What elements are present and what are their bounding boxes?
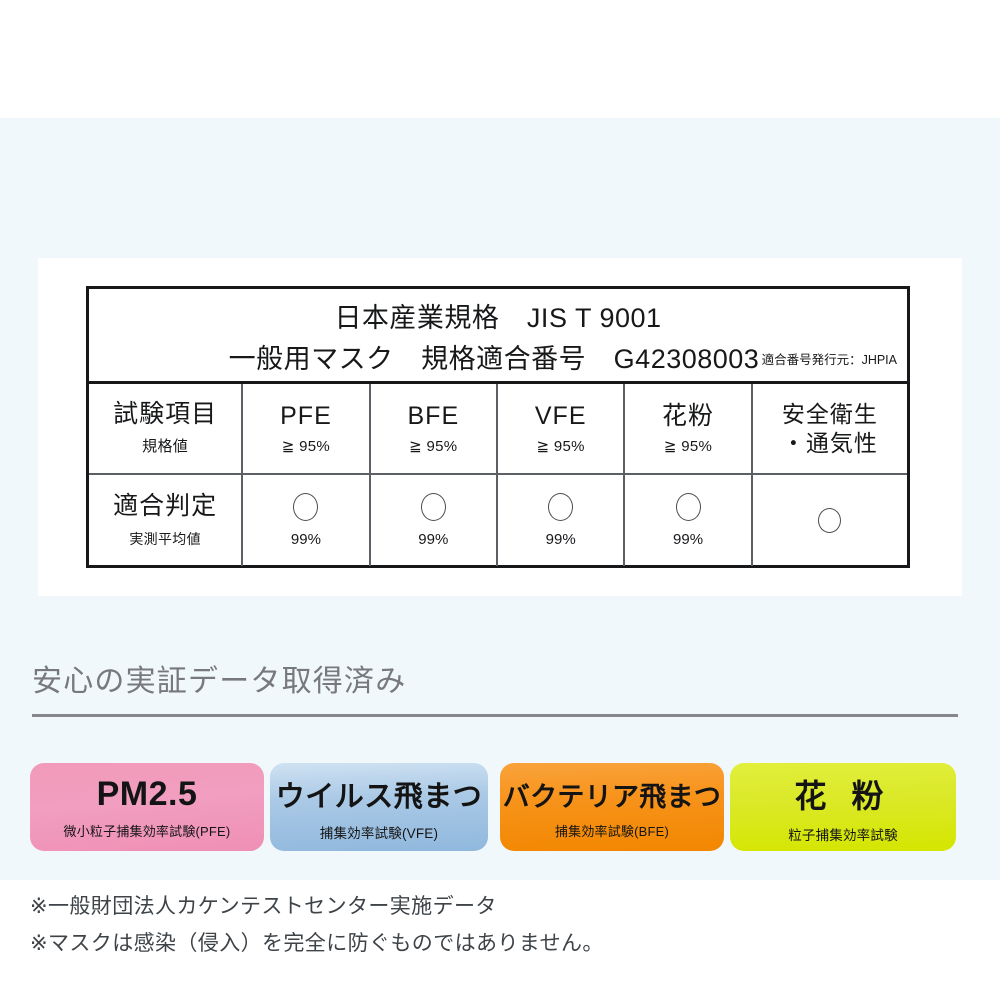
jis-conformity-number: 一般用マスク 規格適合番号 G42308003 <box>228 344 760 374</box>
table-cell-header-safety: 安全衛生 ・通気性 <box>753 384 907 473</box>
header-vfe-name: VFE <box>534 401 587 430</box>
header-bfe-spec: ≧ 95% <box>409 437 458 455</box>
result-bfe-value: 99% <box>418 531 449 548</box>
badge-virus-droplet: ウイルス飛まつ 捕集効率試験(VFE) <box>270 763 488 851</box>
table-cell-result-pfe: 99% <box>243 475 371 566</box>
jis-issuer-note: 適合番号発行元：JHPIA <box>761 353 897 367</box>
jis-standard-name: 日本産業規格 JIS T 9001 <box>334 303 662 333</box>
header-vfe-spec: ≧ 95% <box>536 437 585 455</box>
pass-circle-icon <box>420 493 446 521</box>
jis-table-title-row: 日本産業規格 JIS T 9001 一般用マスク 規格適合番号 G4230800… <box>89 289 907 384</box>
badge-vfe-subtitle: 捕集効率試験(VFE) <box>319 825 439 841</box>
header-pollen-name: 花粉 <box>662 401 715 430</box>
footnote-line-2: ※マスクは感染（侵入）を完全に防ぐものではありません。 <box>30 932 604 956</box>
judgement-subtitle: 実測平均値 <box>129 530 201 547</box>
table-cell-result-bfe: 99% <box>371 475 498 566</box>
badge-bfe-title: バクテリア飛まつ <box>502 781 722 812</box>
jis-certification-card: 日本産業規格 JIS T 9001 一般用マスク 規格適合番号 G4230800… <box>38 258 962 596</box>
badge-bfe-subtitle: 捕集効率試験(BFE) <box>554 823 670 839</box>
header-safety-line1: 安全衛生 <box>781 401 878 428</box>
judgement-title: 適合判定 <box>113 491 218 520</box>
pass-circle-icon <box>675 493 701 521</box>
pass-circle-icon <box>818 508 842 533</box>
table-cell-header-bfe: BFE ≧ 95% <box>371 384 498 473</box>
table-cell-result-pollen: 99% <box>625 475 753 566</box>
badge-pm25-title: PM2.5 <box>96 774 198 813</box>
content-panel: 日本産業規格 JIS T 9001 一般用マスク 規格適合番号 G4230800… <box>0 118 1000 955</box>
result-pollen-value: 99% <box>673 531 704 548</box>
table-row-result: 適合判定 実測平均値 99% 99% 99% <box>89 475 907 566</box>
table-cell-result-safety <box>753 475 907 566</box>
badge-bacteria-droplet: バクテリア飛まつ 捕集効率試験(BFE) <box>500 763 724 851</box>
test-item-title: 試験項目 <box>113 400 218 428</box>
table-cell-test-item-label: 試験項目 規格値 <box>89 384 244 473</box>
pass-circle-icon <box>548 493 574 521</box>
header-safety-line2: ・通気性 <box>781 429 878 456</box>
table-cell-header-vfe: VFE ≧ 95% <box>498 384 626 473</box>
header-pollen-spec: ≧ 95% <box>663 437 713 455</box>
result-vfe-value: 99% <box>545 531 576 548</box>
badge-pollen-title: 花 粉 <box>794 777 892 814</box>
footnote-line-1: ※一般財団法人カケンテストセンター実施データ <box>30 895 497 918</box>
header-bfe-name: BFE <box>407 401 460 430</box>
badge-pollen-subtitle: 粒子捕集効率試験 <box>788 827 898 843</box>
test-item-subtitle: 規格値 <box>142 438 189 455</box>
test-badge-row: PM2.5 微小粒子捕集効率試験(PFE) ウイルス飛まつ 捕集効率試験(VFE… <box>30 763 960 851</box>
jis-certification-table: 日本産業規格 JIS T 9001 一般用マスク 規格適合番号 G4230800… <box>86 286 910 568</box>
result-pfe-value: 99% <box>290 531 321 548</box>
pass-circle-icon <box>293 493 319 521</box>
table-cell-result-vfe: 99% <box>498 475 626 566</box>
heading-divider <box>32 714 958 717</box>
table-cell-header-pfe: PFE ≧ 95% <box>243 384 371 473</box>
header-pfe-spec: ≧ 95% <box>281 437 331 455</box>
badge-pm25-subtitle: 微小粒子捕集効率試験(PFE) <box>63 823 231 839</box>
table-cell-header-pollen: 花粉 ≧ 95% <box>625 384 753 473</box>
table-cell-judgement-label: 適合判定 実測平均値 <box>89 475 244 566</box>
footnote-block: ※一般財団法人カケンテストセンター実施データ ※マスクは感染（侵入）を完全に防ぐ… <box>30 888 604 963</box>
section-heading: 安心の実証データ取得済み <box>32 665 407 698</box>
badge-pm25: PM2.5 微小粒子捕集効率試験(PFE) <box>30 763 264 851</box>
badge-pollen: 花 粉 粒子捕集効率試験 <box>730 763 956 851</box>
badge-vfe-title: ウイルス飛まつ <box>275 780 483 813</box>
header-pfe-name: PFE <box>280 401 332 430</box>
table-row-header: 試験項目 規格値 PFE ≧ 95% BFE ≧ 95% VFE ≧ 95% <box>89 384 907 475</box>
